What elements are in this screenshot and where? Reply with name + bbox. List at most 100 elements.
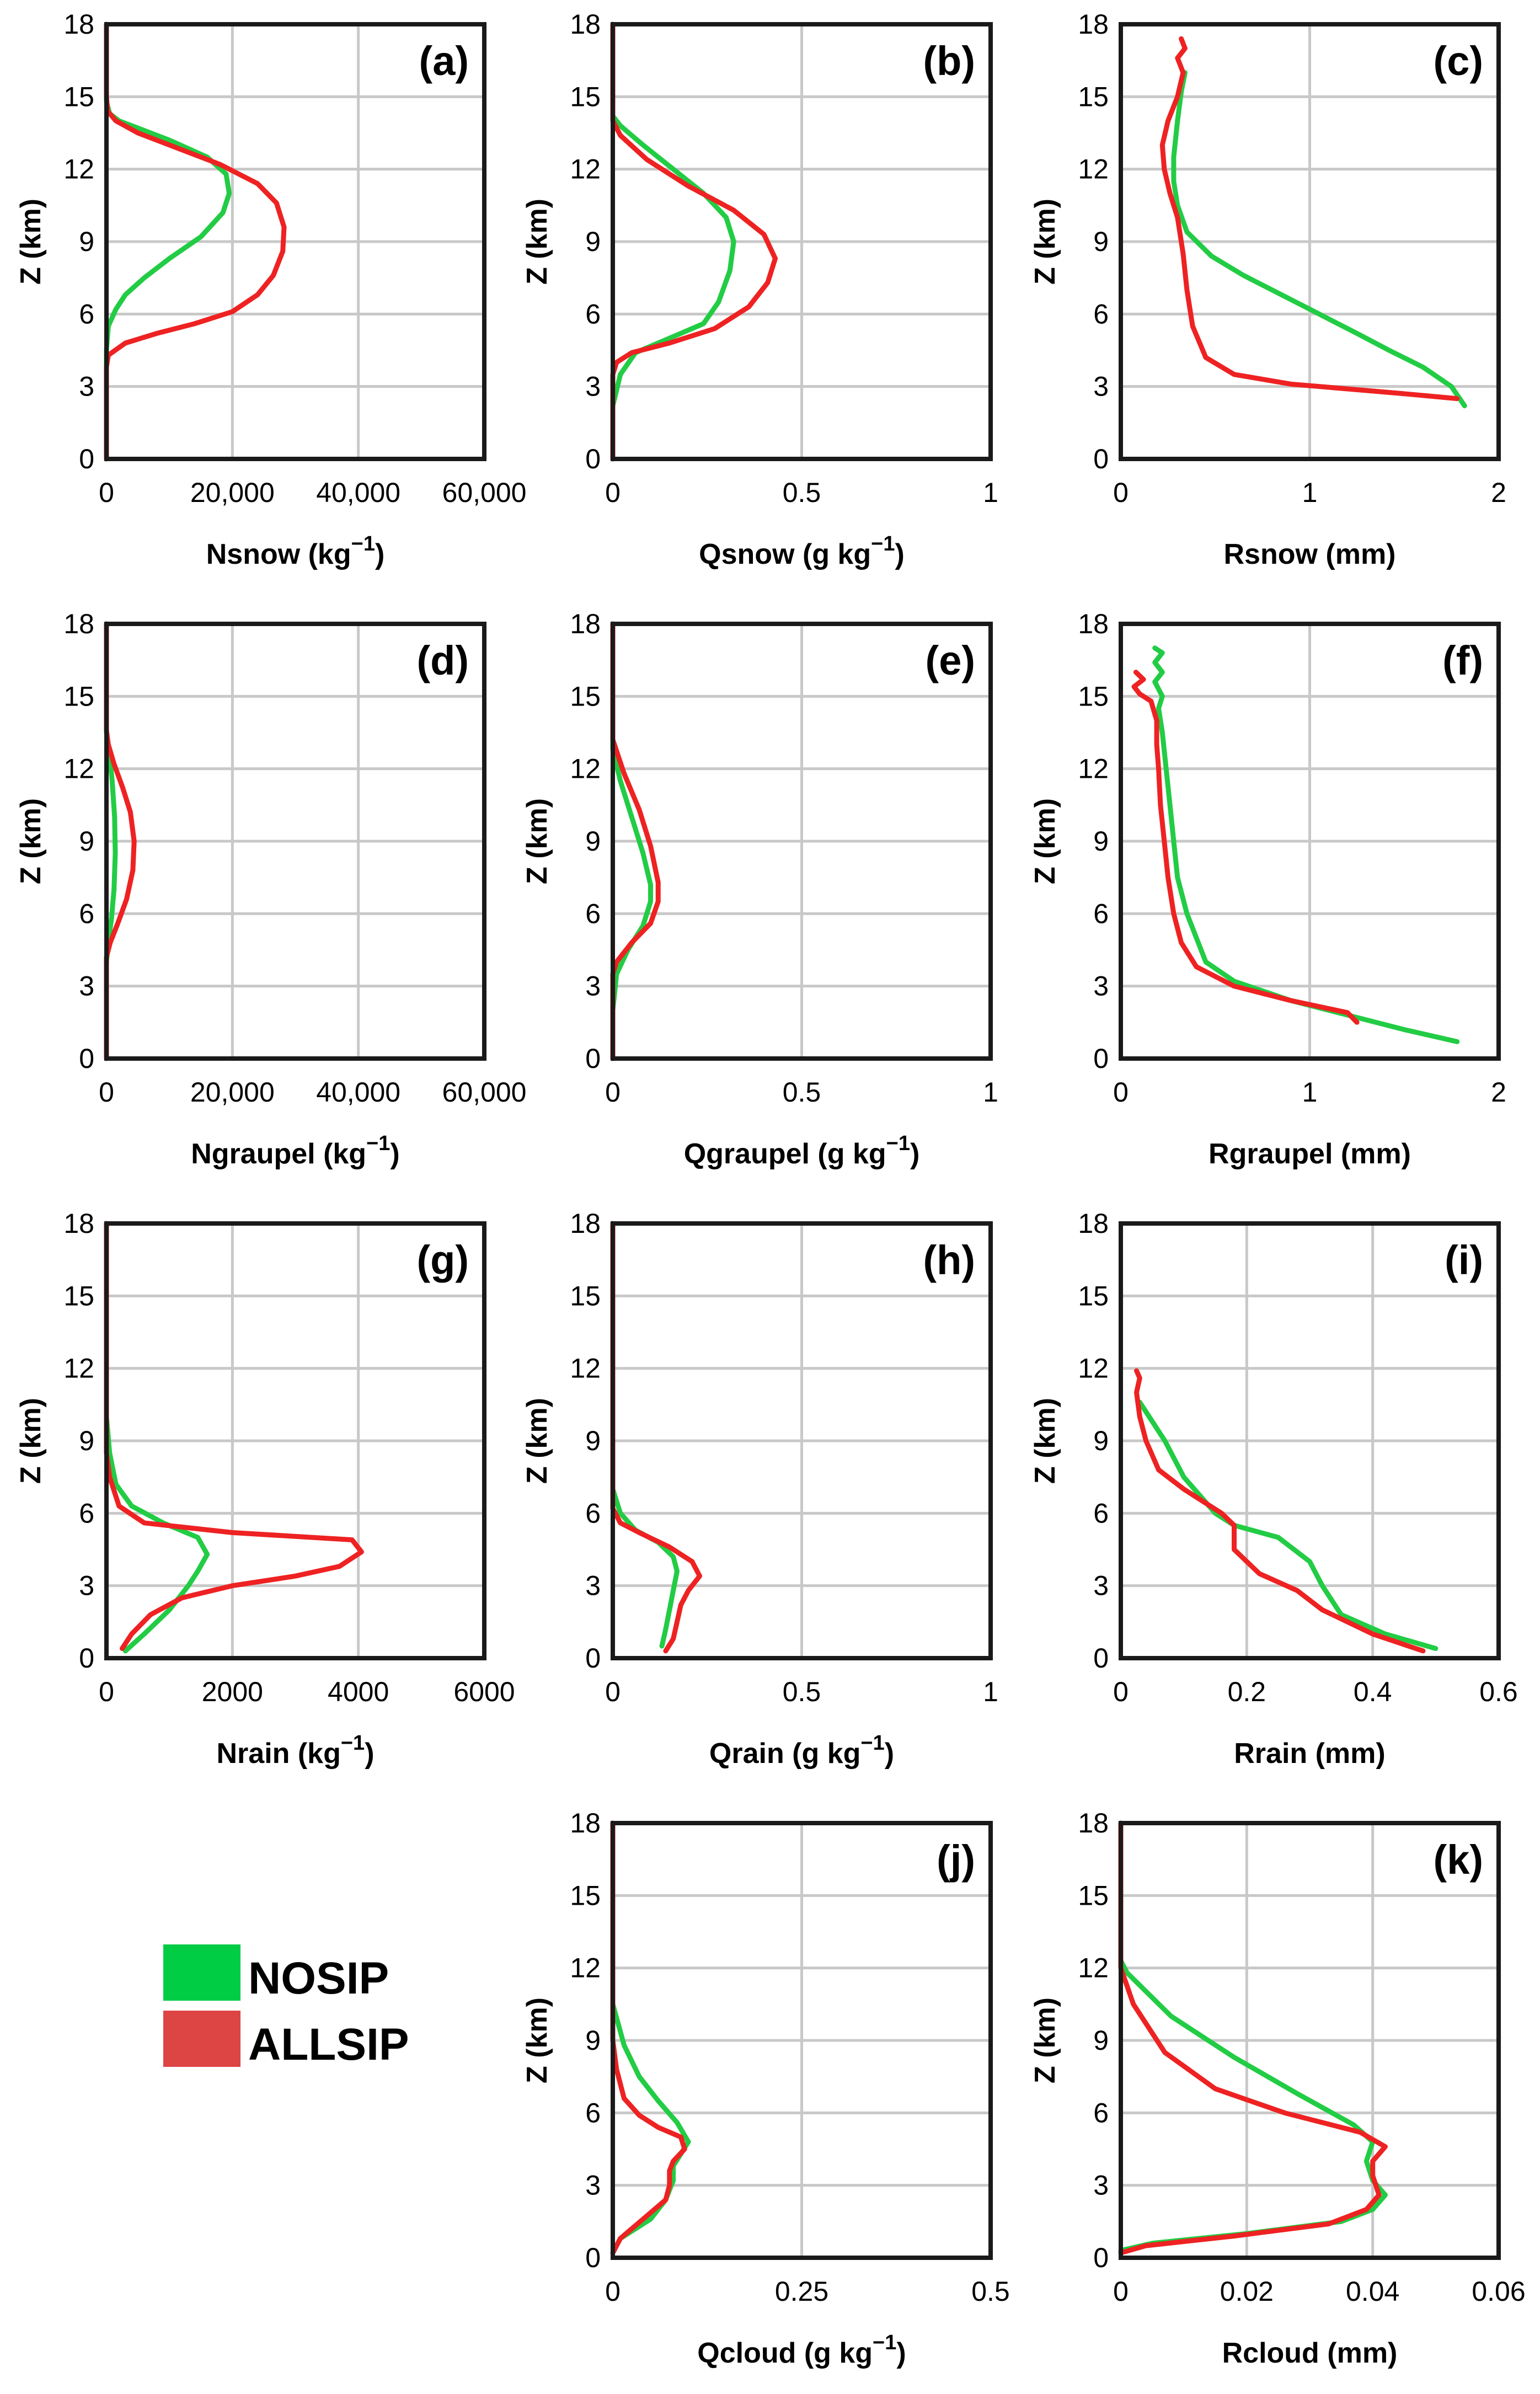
x-tick-label: 2000 [202,1676,263,1707]
y-tick-label: 0 [585,1043,601,1074]
x-axis-label: Rrain (mm) [1234,1738,1385,1770]
y-axis-label: Z (km) [521,199,553,285]
x-tick-label: 40,000 [316,477,400,508]
axes-box [104,1221,486,1660]
axes-box [1119,1221,1501,1660]
axes-box [1119,22,1501,461]
panel-label: (b) [923,38,976,84]
legend: NOSIP ALLSIP [163,1944,409,2070]
y-tick-label: 15 [570,81,601,112]
x-axis-label: Rgraupel (mm) [1209,1138,1411,1170]
panel-label: (a) [419,38,469,84]
y-axis-label: Z (km) [1029,1997,1061,2083]
x-tick-label: 0 [1113,1676,1129,1707]
y-tick-label: 3 [79,371,94,402]
y-tick-label: 18 [1078,1208,1109,1239]
panel-label: (d) [417,638,469,683]
y-tick-label: 18 [570,1808,601,1839]
axes-box [104,22,486,461]
y-tick-label: 3 [585,2170,601,2201]
y-tick-label: 15 [1078,1880,1109,1911]
y-tick-label: 12 [1078,154,1109,185]
y-tick-label: 15 [1078,81,1109,112]
y-tick-label: 3 [1093,1570,1109,1601]
y-tick-label: 15 [570,1880,601,1911]
y-tick-label: 12 [570,1953,601,1984]
y-tick-label: 15 [63,681,94,712]
panel-b: 0 3 6 9 12 15 18 0 0.5 1 Z (km) Qsnow (g kg−1) (b) [521,9,998,570]
y-tick-label: 3 [1093,2170,1109,2201]
x-tick-label: 0 [1113,1077,1129,1108]
series-allsip-line [1118,1820,1388,2256]
x-tick-label: 0 [99,1077,114,1108]
y-tick-label: 9 [1093,826,1109,857]
y-tick-label: 9 [585,226,601,257]
y-tick-label: 6 [1093,298,1109,329]
x-axis-label: Qcloud (g kg−1) [697,2331,906,2369]
series-allsip-line [104,1221,364,1651]
y-tick-label: 9 [79,1425,94,1456]
x-axis-label: Nsnow (kg−1) [206,532,385,570]
y-tick-label: 15 [570,681,601,712]
x-tick-label: 0 [1113,477,1129,508]
y-tick-label: 12 [1078,1353,1109,1384]
y-tick-label: 18 [1078,9,1109,40]
axes-box [611,1221,993,1660]
x-tick-label: 20,000 [190,477,275,508]
axes-box [1119,622,1501,1061]
x-tick-label: 6000 [453,1676,515,1707]
y-axis-label: Z (km) [521,1997,553,2083]
series-nosip-line [1171,70,1467,409]
y-axis-label: Z (km) [15,199,47,285]
y-tick-label: 3 [1093,971,1109,1002]
x-tick-label: 2 [1491,1077,1506,1108]
y-tick-label: 15 [1078,1280,1109,1311]
y-tick-label: 6 [1093,898,1109,929]
y-tick-label: 15 [63,1280,94,1311]
y-axis-label: Z (km) [15,798,47,884]
y-tick-label: 6 [1093,2097,1109,2128]
axes-box [611,1821,993,2260]
y-axis-label: Z (km) [15,1398,47,1484]
y-tick-label: 0 [1093,443,1109,474]
y-tick-label: 15 [1078,681,1109,712]
axes-box [611,22,993,461]
x-tick-label: 0.5 [783,1676,821,1707]
y-tick-label: 12 [1078,754,1109,784]
series-nosip-line [104,1221,210,1654]
x-tick-label: 0.25 [775,2276,828,2307]
y-tick-label: 12 [570,1353,601,1384]
x-tick-label: 1 [983,477,998,508]
x-tick-label: 1 [983,1676,998,1707]
panel-a: 0 3 6 9 12 15 18 0 20,000 40,000 60,000 Z (km) Nsnow… [15,9,526,570]
x-axis-label: Qsnow (g kg−1) [699,532,905,570]
y-tick-label: 9 [79,826,94,857]
y-tick-label: 9 [585,826,601,857]
series-nosip-line [610,1221,680,1649]
y-tick-label: 18 [1078,608,1109,639]
y-tick-label: 0 [585,443,601,474]
panel-g: 0 3 6 9 12 15 18 0 2000 4000 6000 Z (km) Nrain (kg−1… [15,1208,515,1770]
series-allsip-line [610,22,778,462]
legend-swatch-nosip [163,1944,240,2001]
y-tick-label: 3 [79,1570,94,1601]
x-tick-label: 1 [1302,1077,1318,1108]
axes-box [104,622,486,1061]
x-axis-label: Rcloud (mm) [1222,2337,1398,2369]
x-tick-label: 20,000 [190,1077,275,1108]
panel-label: (h) [923,1237,976,1283]
series-allsip-line [104,22,287,462]
y-tick-label: 6 [79,1498,94,1529]
y-tick-label: 6 [585,298,601,329]
series-nosip-line [610,22,736,462]
legend-label-nosip: NOSIP [248,1953,389,2003]
panel-h: 0 3 6 9 12 15 18 0 0.5 1 Z (km) Qrain (g kg−1) (h) [521,1208,998,1770]
y-tick-label: 9 [585,2025,601,2056]
y-tick-label: 12 [63,1353,94,1384]
y-tick-label: 12 [570,154,601,185]
y-tick-label: 0 [1093,1643,1109,1674]
y-axis-label: Z (km) [1029,1398,1061,1484]
